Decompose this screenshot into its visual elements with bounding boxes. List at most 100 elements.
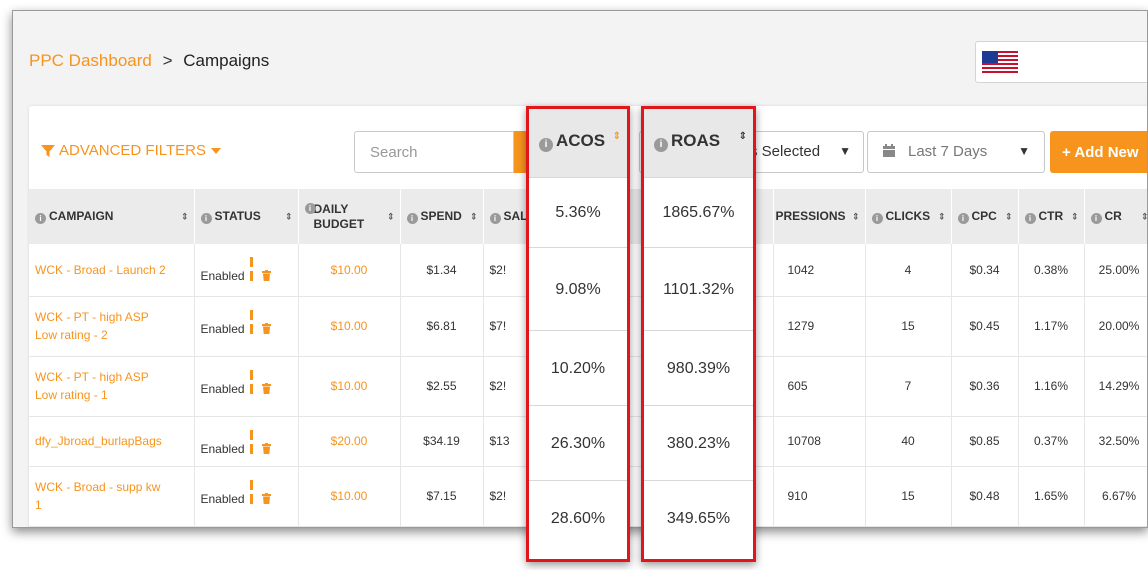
cpc-cell: $0.48: [951, 466, 1019, 527]
col-status-label: STATUS: [214, 209, 261, 223]
pause-icon[interactable]: [249, 309, 258, 334]
advanced-filters-label: ADVANCED FILTERS: [59, 142, 206, 159]
ctr-cell: 0.38%: [1018, 244, 1085, 297]
status-label: Enabled: [200, 381, 245, 396]
col-clicks[interactable]: i CLICKS ⇕: [865, 189, 952, 244]
info-icon: i: [871, 213, 883, 224]
sort-icon: ⇕: [1140, 211, 1148, 221]
clicks-cell: 40: [865, 416, 952, 467]
col-cr[interactable]: i CR ⇕: [1084, 189, 1148, 244]
sort-icon: ⇕: [612, 131, 621, 142]
campaign-name-line1: WCK - PT - high ASP: [35, 370, 149, 384]
col-campaign-label: CAMPAIGN: [49, 209, 114, 223]
campaign-name-line1: WCK - PT - high ASP: [35, 310, 149, 324]
search-input[interactable]: [354, 131, 514, 173]
acos-header[interactable]: i ACOS ⇕: [529, 109, 627, 177]
col-status[interactable]: i STATUS ⇕: [194, 189, 299, 244]
status-label: Enabled: [200, 321, 245, 336]
spend-cell: $2.55: [400, 356, 484, 417]
info-icon: i: [304, 203, 316, 214]
col-impressions-label: PRESSIONS: [775, 209, 846, 223]
status-cell: Enabled: [194, 466, 299, 527]
cpc-cell: $0.85: [951, 416, 1019, 467]
cr-cell: 25.00%: [1084, 244, 1147, 297]
col-ctr[interactable]: i CTR ⇕: [1018, 189, 1085, 244]
col-daily-budget[interactable]: i DAILY BUDGET ⇕: [298, 189, 401, 244]
info-icon: i: [406, 213, 418, 224]
add-new-button[interactable]: + Add New: [1050, 131, 1147, 173]
spend-cell: $7.15: [400, 466, 484, 527]
advanced-filters-toggle[interactable]: ADVANCED FILTERS: [41, 142, 222, 159]
campaign-name-link[interactable]: WCK - PT - high ASP Low rating - 2: [29, 296, 195, 357]
col-budget-label-1: DAILY: [313, 201, 349, 216]
pause-icon[interactable]: [249, 479, 258, 504]
col-clicks-label: CLICKS: [885, 209, 931, 223]
sort-icon: ⇕: [386, 211, 395, 221]
daily-budget-cell[interactable]: $10.00: [298, 466, 401, 527]
country-selector[interactable]: [975, 41, 1147, 83]
trash-icon[interactable]: [261, 442, 271, 454]
status-cell: Enabled: [194, 296, 299, 357]
acos-column-highlight: i ACOS ⇕ 5.36% 9.08% 10.20% 26.30% 28.60%: [526, 106, 630, 562]
impressions-cell: 1042: [773, 244, 866, 297]
info-icon: i: [654, 138, 668, 152]
roas-header[interactable]: i ROAS ⇕: [644, 109, 753, 177]
roas-value-cell: 380.23%: [644, 405, 753, 480]
acos-header-label: ACOS: [556, 131, 606, 150]
col-cpc[interactable]: i CPC ⇕: [951, 189, 1019, 244]
campaign-name-link[interactable]: WCK - PT - high ASP Low rating - 1: [29, 356, 195, 417]
us-flag-icon: [982, 51, 1018, 73]
clicks-cell: 15: [865, 296, 952, 357]
breadcrumb-root-link[interactable]: PPC Dashboard: [29, 51, 152, 70]
col-cpc-label: CPC: [971, 209, 997, 223]
campaign-name-link[interactable]: WCK - Broad - supp kw 1: [29, 466, 195, 527]
info-icon: i: [539, 138, 553, 152]
acos-value-cell: 28.60%: [529, 480, 627, 555]
daily-budget-cell[interactable]: $10.00: [298, 356, 401, 417]
pause-icon[interactable]: [249, 256, 258, 281]
spend-cell: $6.81: [400, 296, 484, 357]
sort-icon: ⇕: [851, 211, 860, 221]
campaign-name-link[interactable]: dfy_Jbroad_burlapBags: [29, 416, 195, 467]
trash-icon[interactable]: [261, 322, 271, 334]
status-filter-value: s Selected: [750, 143, 821, 160]
col-ctr-label: CTR: [1038, 209, 1064, 223]
clicks-cell: 15: [865, 466, 952, 527]
roas-header-label: ROAS: [671, 131, 721, 150]
cr-cell: 32.50%: [1084, 416, 1147, 467]
info-icon: i: [489, 213, 501, 224]
daily-budget-cell[interactable]: $20.00: [298, 416, 401, 467]
calendar-icon: [883, 144, 895, 157]
status-label: Enabled: [200, 441, 245, 456]
col-sales-label: SAL: [503, 209, 528, 223]
impressions-cell: 910: [773, 466, 866, 527]
info-icon: i: [957, 213, 969, 224]
cpc-cell: $0.36: [951, 356, 1019, 417]
col-impressions[interactable]: PRESSIONS ⇕: [773, 189, 866, 244]
ctr-cell: 1.16%: [1018, 356, 1085, 417]
daily-budget-cell[interactable]: $10.00: [298, 296, 401, 357]
spend-cell: $34.19: [400, 416, 484, 467]
col-spend[interactable]: i SPEND ⇕: [400, 189, 484, 244]
campaign-name-link[interactable]: WCK - Broad - Launch 2: [29, 244, 195, 297]
pause-icon[interactable]: [249, 429, 258, 454]
sort-icon: ⇕: [180, 211, 189, 221]
trash-icon[interactable]: [261, 270, 271, 281]
sort-icon: ⇕: [469, 211, 478, 221]
daily-budget-cell[interactable]: $10.00: [298, 244, 401, 297]
date-range-select[interactable]: Last 7 Days ▼: [867, 131, 1045, 173]
info-icon: i: [1024, 213, 1036, 224]
pause-icon[interactable]: [249, 369, 258, 394]
col-campaign[interactable]: i CAMPAIGN ⇕: [29, 189, 195, 244]
impressions-cell: 10708: [773, 416, 866, 467]
campaign-name-line2: Low rating - 1: [35, 388, 108, 402]
cr-cell: 20.00%: [1084, 296, 1147, 357]
clicks-cell: 4: [865, 244, 952, 297]
breadcrumb: PPC Dashboard > Campaigns: [29, 51, 269, 71]
trash-icon[interactable]: [261, 492, 271, 504]
campaign-name-line2: 1: [35, 498, 42, 512]
status-cell: Enabled: [194, 416, 299, 467]
filter-icon: [41, 144, 55, 157]
caret-down-icon: [210, 147, 221, 154]
trash-icon[interactable]: [261, 382, 271, 394]
